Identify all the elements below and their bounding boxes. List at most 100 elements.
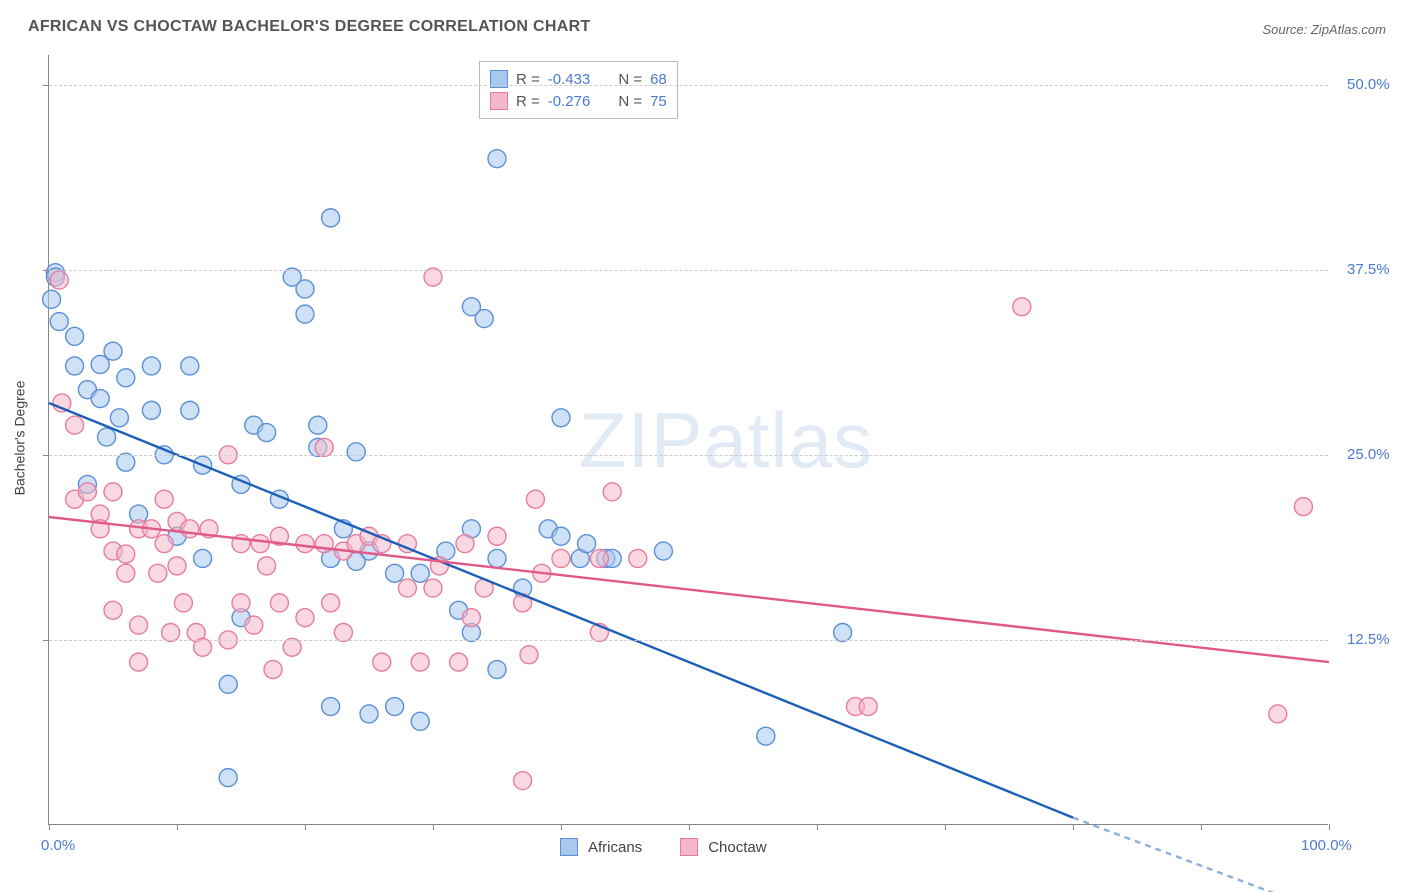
data-point (270, 594, 288, 612)
y-tick-label: 25.0% (1347, 446, 1390, 463)
data-point (258, 424, 276, 442)
data-point (162, 624, 180, 642)
data-point (334, 624, 352, 642)
data-point (488, 527, 506, 545)
data-point (520, 646, 538, 664)
gridline (49, 85, 1328, 86)
legend-n-value: 75 (650, 93, 667, 110)
data-point (232, 594, 250, 612)
data-point (411, 564, 429, 582)
x-tick (689, 824, 690, 830)
data-point (315, 438, 333, 456)
legend-n-label: N = (618, 93, 642, 110)
data-point (104, 342, 122, 360)
data-point (117, 453, 135, 471)
correlation-legend: R = -0.433N = 68 R = -0.276 N = 75 (479, 61, 678, 119)
data-point (155, 535, 173, 553)
gridline (49, 455, 1328, 456)
data-point (258, 557, 276, 575)
legend-r-value: -0.276 (548, 93, 591, 110)
data-point (219, 769, 237, 787)
source-prefix: Source: (1262, 22, 1310, 37)
data-point (155, 490, 173, 508)
data-point (104, 483, 122, 501)
data-point (373, 653, 391, 671)
data-point (110, 409, 128, 427)
data-point (219, 675, 237, 693)
data-point (386, 698, 404, 716)
plot-area: ZIPatlas R = -0.433N = 68R = -0.276N = 7… (48, 55, 1328, 825)
x-tick (1329, 824, 1330, 830)
data-point (130, 653, 148, 671)
data-point (1294, 498, 1312, 516)
data-point (578, 535, 596, 553)
x-tick (945, 824, 946, 830)
data-point (296, 609, 314, 627)
y-tick-label: 12.5% (1347, 631, 1390, 648)
gridline (49, 640, 1328, 641)
data-point (411, 712, 429, 730)
legend-row: R = -0.276 N = 75 (490, 90, 667, 112)
data-point (629, 549, 647, 567)
data-point (296, 535, 314, 553)
data-point (264, 661, 282, 679)
data-point (488, 661, 506, 679)
data-point (552, 409, 570, 427)
data-point (251, 535, 269, 553)
source-credit: Source: ZipAtlas.com (1262, 22, 1386, 37)
data-point (514, 772, 532, 790)
data-point (43, 290, 61, 308)
y-axis-title: Bachelor's Degree (11, 381, 27, 496)
data-point (1013, 298, 1031, 316)
data-point (98, 428, 116, 446)
data-point (322, 594, 340, 612)
data-point (347, 443, 365, 461)
data-point (859, 698, 877, 716)
data-point (174, 594, 192, 612)
data-point (91, 390, 109, 408)
data-point (1269, 705, 1287, 723)
data-point (194, 549, 212, 567)
data-point (181, 520, 199, 538)
data-point (142, 401, 160, 419)
series-legend: AfricansChoctaw (560, 838, 795, 856)
x-tick-label: 100.0% (1301, 837, 1352, 854)
data-point (456, 535, 474, 553)
data-point (488, 150, 506, 168)
data-point (552, 549, 570, 567)
data-point (104, 601, 122, 619)
y-tick (43, 640, 49, 641)
data-point (475, 310, 493, 328)
legend-row: R = -0.433N = 68 (490, 68, 667, 90)
data-point (450, 653, 468, 671)
data-point (322, 698, 340, 716)
data-point (181, 357, 199, 375)
legend-swatch (560, 838, 578, 856)
data-point (603, 483, 621, 501)
gridline (49, 270, 1328, 271)
data-point (411, 653, 429, 671)
data-point (424, 268, 442, 286)
data-point (50, 313, 68, 331)
data-point (654, 542, 672, 560)
y-tick (43, 270, 49, 271)
x-tick (433, 824, 434, 830)
data-point (181, 401, 199, 419)
data-point (834, 624, 852, 642)
data-point (424, 579, 442, 597)
data-point (194, 638, 212, 656)
data-point (50, 271, 68, 289)
chart-title: AFRICAN VS CHOCTAW BACHELOR'S DEGREE COR… (28, 18, 591, 36)
data-point (526, 490, 544, 508)
data-point (245, 616, 263, 634)
data-point (130, 616, 148, 634)
data-point (283, 638, 301, 656)
data-point (142, 357, 160, 375)
trend-line (49, 403, 1073, 818)
legend-r-label: R = (516, 93, 540, 110)
x-tick-label: 0.0% (41, 837, 75, 854)
data-point (168, 557, 186, 575)
data-point (398, 579, 416, 597)
y-tick (43, 455, 49, 456)
data-point (386, 564, 404, 582)
